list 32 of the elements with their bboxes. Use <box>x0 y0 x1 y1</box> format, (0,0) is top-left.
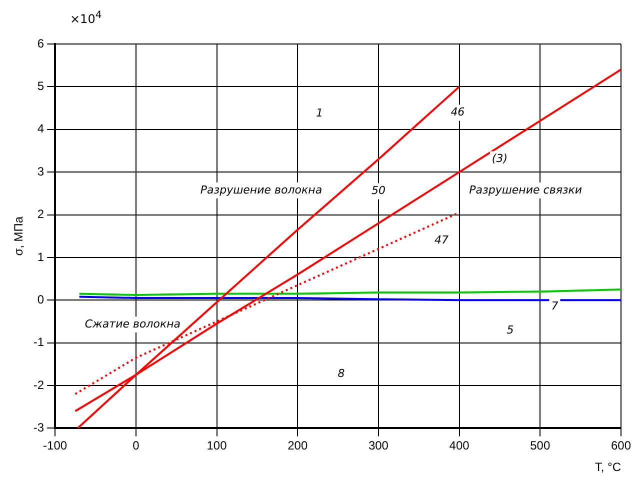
y-tick-label: 4 <box>37 122 44 136</box>
annotation: 7 <box>551 299 558 312</box>
y-tick-label: -1 <box>33 335 44 350</box>
y-tick-label: 6 <box>37 36 44 50</box>
y-tick-label: -2 <box>33 378 44 392</box>
annotation: 46 <box>450 106 465 119</box>
annotation: Сжатие волокна <box>84 317 181 330</box>
annotation: 1 <box>316 106 323 120</box>
y-tick-label: 5 <box>37 79 44 93</box>
annotation: Разрушение связки <box>469 183 582 196</box>
y-tick-label: 3 <box>37 164 44 178</box>
x-tick-label: 0 <box>132 438 140 453</box>
x-tick-label: 100 <box>206 438 228 453</box>
y-tick-label: 2 <box>37 207 44 222</box>
text: ×10$^{4}$ <box>70 10 102 26</box>
annotation: 8 <box>338 366 345 380</box>
x-tick-label: 600 <box>610 438 632 453</box>
y-tick-label: 1 <box>37 250 44 264</box>
y-axis-title: σ, МПа <box>12 216 26 256</box>
annotation: 5 <box>506 323 514 336</box>
y-tick-label: 0 <box>37 292 44 306</box>
x-axis-title: T, °C <box>594 460 622 474</box>
annotation: (3) <box>492 152 508 166</box>
x-tick-label: 500 <box>530 438 550 453</box>
annotation: 50 <box>371 184 386 198</box>
y-tick-label: -3 <box>33 420 44 435</box>
annotation: Разрушение волокна <box>200 183 322 196</box>
annotation: 47 <box>434 234 449 247</box>
x-tick-label: -100 <box>43 438 68 453</box>
x-tick-label: 300 <box>368 438 389 453</box>
x-tick-label: 200 <box>288 438 308 453</box>
x-tick-label: 400 <box>449 438 470 453</box>
